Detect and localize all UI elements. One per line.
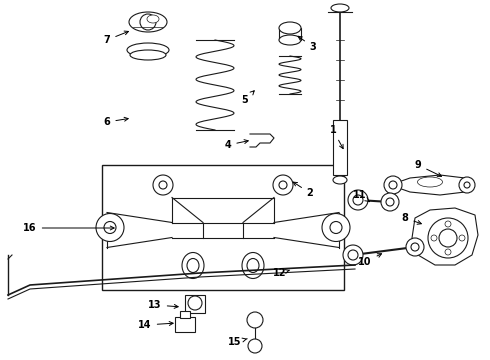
Circle shape: [445, 221, 451, 227]
Circle shape: [431, 235, 437, 241]
Circle shape: [104, 221, 116, 234]
Circle shape: [140, 14, 156, 30]
Circle shape: [273, 175, 293, 195]
Text: 1: 1: [330, 125, 343, 149]
Ellipse shape: [130, 50, 166, 60]
Bar: [333, 120, 347, 175]
Circle shape: [445, 249, 451, 255]
Text: 8: 8: [402, 213, 421, 224]
Circle shape: [459, 177, 475, 193]
Circle shape: [439, 229, 457, 247]
Ellipse shape: [127, 43, 169, 57]
Circle shape: [406, 238, 424, 256]
Circle shape: [343, 245, 363, 265]
Text: 10: 10: [358, 254, 382, 267]
Bar: [102, 165, 344, 290]
Circle shape: [428, 218, 468, 258]
Text: 6: 6: [103, 117, 128, 127]
Ellipse shape: [331, 4, 349, 12]
Circle shape: [386, 198, 394, 206]
Circle shape: [384, 176, 402, 194]
Ellipse shape: [242, 252, 264, 279]
Circle shape: [381, 193, 399, 211]
Circle shape: [159, 181, 167, 189]
Text: 13: 13: [148, 300, 178, 310]
Circle shape: [459, 235, 465, 241]
Bar: [175, 317, 195, 332]
Text: 7: 7: [103, 31, 128, 45]
Ellipse shape: [279, 35, 301, 45]
Circle shape: [464, 182, 470, 188]
Text: 5: 5: [242, 91, 254, 105]
Bar: [279, 28, 301, 40]
Circle shape: [322, 213, 350, 242]
Circle shape: [279, 181, 287, 189]
Ellipse shape: [182, 252, 204, 279]
Text: 4: 4: [224, 140, 248, 150]
Circle shape: [330, 221, 342, 234]
Text: 14: 14: [138, 320, 173, 330]
Circle shape: [348, 250, 358, 260]
Ellipse shape: [129, 12, 167, 32]
Ellipse shape: [247, 258, 259, 273]
Circle shape: [188, 296, 202, 310]
Text: 11: 11: [353, 190, 369, 202]
Ellipse shape: [417, 177, 442, 187]
Polygon shape: [412, 208, 478, 265]
Circle shape: [248, 339, 262, 353]
Text: 16: 16: [23, 223, 114, 233]
Circle shape: [247, 312, 263, 328]
Text: 12: 12: [273, 268, 290, 278]
Polygon shape: [390, 175, 470, 195]
Ellipse shape: [279, 22, 301, 34]
Circle shape: [353, 195, 363, 205]
Text: 9: 9: [415, 160, 441, 176]
Circle shape: [153, 175, 173, 195]
Ellipse shape: [333, 176, 347, 184]
Ellipse shape: [147, 15, 159, 23]
Circle shape: [348, 190, 368, 210]
Bar: [185, 295, 205, 313]
Circle shape: [96, 213, 124, 242]
Circle shape: [389, 181, 397, 189]
Text: 3: 3: [298, 36, 317, 52]
Text: 2: 2: [293, 182, 314, 198]
Bar: [180, 311, 190, 318]
Text: 15: 15: [228, 337, 247, 347]
Ellipse shape: [187, 258, 199, 273]
Circle shape: [411, 243, 419, 251]
